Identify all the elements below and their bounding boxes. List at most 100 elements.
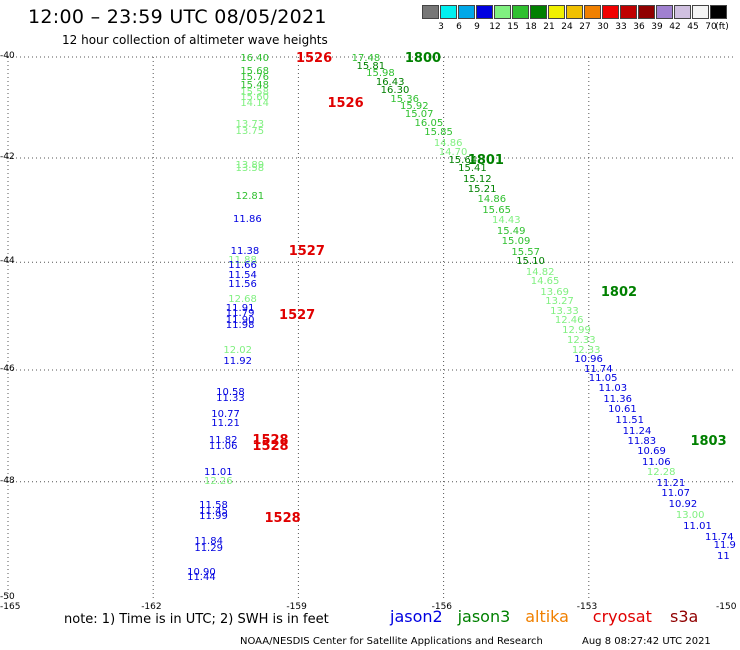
wave-height-value: 14.65 (530, 276, 560, 288)
wave-height-value: 11.51 (615, 414, 645, 426)
satellite-cryosat: cryosat (592, 607, 652, 626)
lon-tick-label: -159 (286, 602, 307, 612)
wave-height-value: 15.85 (424, 127, 453, 139)
wave-height-value: 11.83 (627, 436, 657, 448)
color-scale-swatch (422, 5, 439, 19)
wave-height-value: 13.00 (675, 510, 705, 522)
wave-height-value: 16.05 (414, 117, 444, 129)
pass-time-label: 1527 (288, 243, 325, 259)
pass-time-label: 1527 (279, 307, 316, 323)
lat-tick-label: -40 (0, 51, 15, 61)
wave-height-value: 11.01 (204, 467, 233, 479)
wave-height-value: 13.69 (540, 286, 570, 298)
lat-tick-label: -48 (0, 475, 15, 486)
wave-height-value: 15.07 (404, 108, 434, 120)
wave-height-value: 15.68 (240, 65, 269, 77)
wave-height-value: 11.91 (225, 303, 255, 315)
wave-height-value: 11.06 (208, 440, 238, 452)
color-scale-label: 24 (561, 22, 573, 32)
wave-height-value: 15.81 (356, 60, 386, 72)
wave-height-value: 11.92 (223, 355, 253, 367)
wave-height-value: 14.82 (525, 266, 555, 278)
wave-height-value: 11.24 (622, 426, 652, 438)
wave-height-value: 11.44 (187, 571, 216, 583)
color-scale-swatch (584, 5, 601, 19)
wave-height-value: 12.81 (235, 190, 265, 202)
color-scale-label: 70 (705, 22, 717, 32)
satellite-jason3: jason3 (457, 607, 511, 626)
wave-height-value: 15.41 (458, 163, 487, 175)
color-scale-swatch (458, 5, 475, 19)
wave-height-value: 11.82 (208, 435, 238, 447)
color-scale-label: 3 (438, 22, 444, 32)
satellite-s3a: s3a (670, 607, 699, 626)
wave-height-value: 11.06 (642, 457, 671, 469)
wave-height-value: 15.58 (240, 87, 269, 98)
wave-height-value: 11.01 (683, 520, 712, 532)
color-scale-swatch (530, 5, 547, 19)
wave-height-value: 15.98 (366, 68, 395, 80)
wave-height-value: 13.58 (235, 163, 265, 175)
color-scale-label: 42 (669, 22, 681, 32)
color-scale-label: 21 (543, 22, 555, 32)
wave-height-value: 11.74 (704, 532, 734, 544)
color-scale-label: 36 (633, 22, 645, 32)
wave-height-value: 11.56 (228, 278, 257, 290)
wave-height-value: 11.66 (228, 260, 257, 272)
wave-height-value: 14.43 (492, 215, 521, 227)
wave-height-value: 11.99 (199, 511, 228, 523)
pass-time-label: 1528 (252, 438, 289, 454)
pass-time-label: 1800 (404, 51, 442, 67)
wave-height-value: 12.46 (554, 315, 584, 327)
pass-time-label: 1528 (264, 511, 301, 527)
wave-height-value: 15.64 (448, 154, 478, 166)
wave-height-value: 11.38 (230, 245, 260, 257)
wave-height-value: 11.88 (228, 254, 257, 266)
wave-height-value: 14.70 (438, 146, 468, 158)
lon-tick-label: -156 (431, 602, 453, 612)
wave-height-value: 11.74 (583, 364, 613, 376)
wave-height-value: 13.89 (235, 159, 265, 171)
wave-height-value: 11.21 (211, 417, 240, 429)
wave-height-value: 11.86 (233, 214, 262, 226)
color-scale-swatch (494, 5, 511, 19)
satellite-altika: altika (525, 607, 569, 626)
lon-tick-label: -162 (141, 602, 162, 612)
wave-height-value: 12.28 (646, 467, 676, 479)
footer-note: note: 1) Time is in UTC; 2) SWH is in fe… (64, 612, 329, 627)
wave-height-value: 12.68 (228, 293, 257, 305)
wave-height-value: 13.73 (235, 118, 265, 130)
wave-height-value: 11.21 (656, 477, 686, 489)
lat-tick-label: -50 (0, 592, 15, 602)
wave-height-value: 12.02 (223, 344, 253, 356)
wave-height-value: 11.90 (225, 315, 255, 327)
wave-height-value: 10.92 (668, 498, 698, 510)
wave-height-value: 16.40 (240, 53, 269, 65)
wave-height-value: 13.75 (235, 126, 265, 138)
color-scale-swatch (674, 5, 691, 19)
color-scale-label: 9 (474, 22, 480, 32)
color-scale-swatch (656, 5, 673, 19)
wave-height-value: 14.14 (240, 97, 269, 109)
lat-tick-label: -44 (0, 256, 15, 267)
pass-time-label: 1803 (690, 434, 727, 450)
wave-height-value: 11.05 (588, 373, 618, 385)
wave-height-value: 15.49 (496, 225, 526, 237)
wave-height-value: 13.33 (550, 305, 579, 317)
color-scale-label: 15 (507, 22, 519, 32)
wave-height-value: 11.36 (603, 394, 632, 406)
color-scale-label: 6 (456, 22, 462, 32)
color-scale-swatch (566, 5, 583, 19)
wave-height-value: 15.65 (482, 204, 511, 216)
color-scale-label: 39 (651, 22, 663, 32)
wave-height-value: 16.43 (375, 76, 405, 88)
wave-height-value: 15.76 (240, 71, 269, 83)
wave-height-value: 11.54 (228, 269, 257, 281)
wave-height-value: 11.58 (199, 499, 228, 511)
wave-height-value: 15.12 (462, 173, 492, 185)
color-scale-swatch (548, 5, 565, 19)
satellite-jason2: jason2 (390, 607, 443, 626)
wave-height-value: 15.60 (240, 92, 269, 104)
lat-lon-grid (7, 56, 734, 598)
